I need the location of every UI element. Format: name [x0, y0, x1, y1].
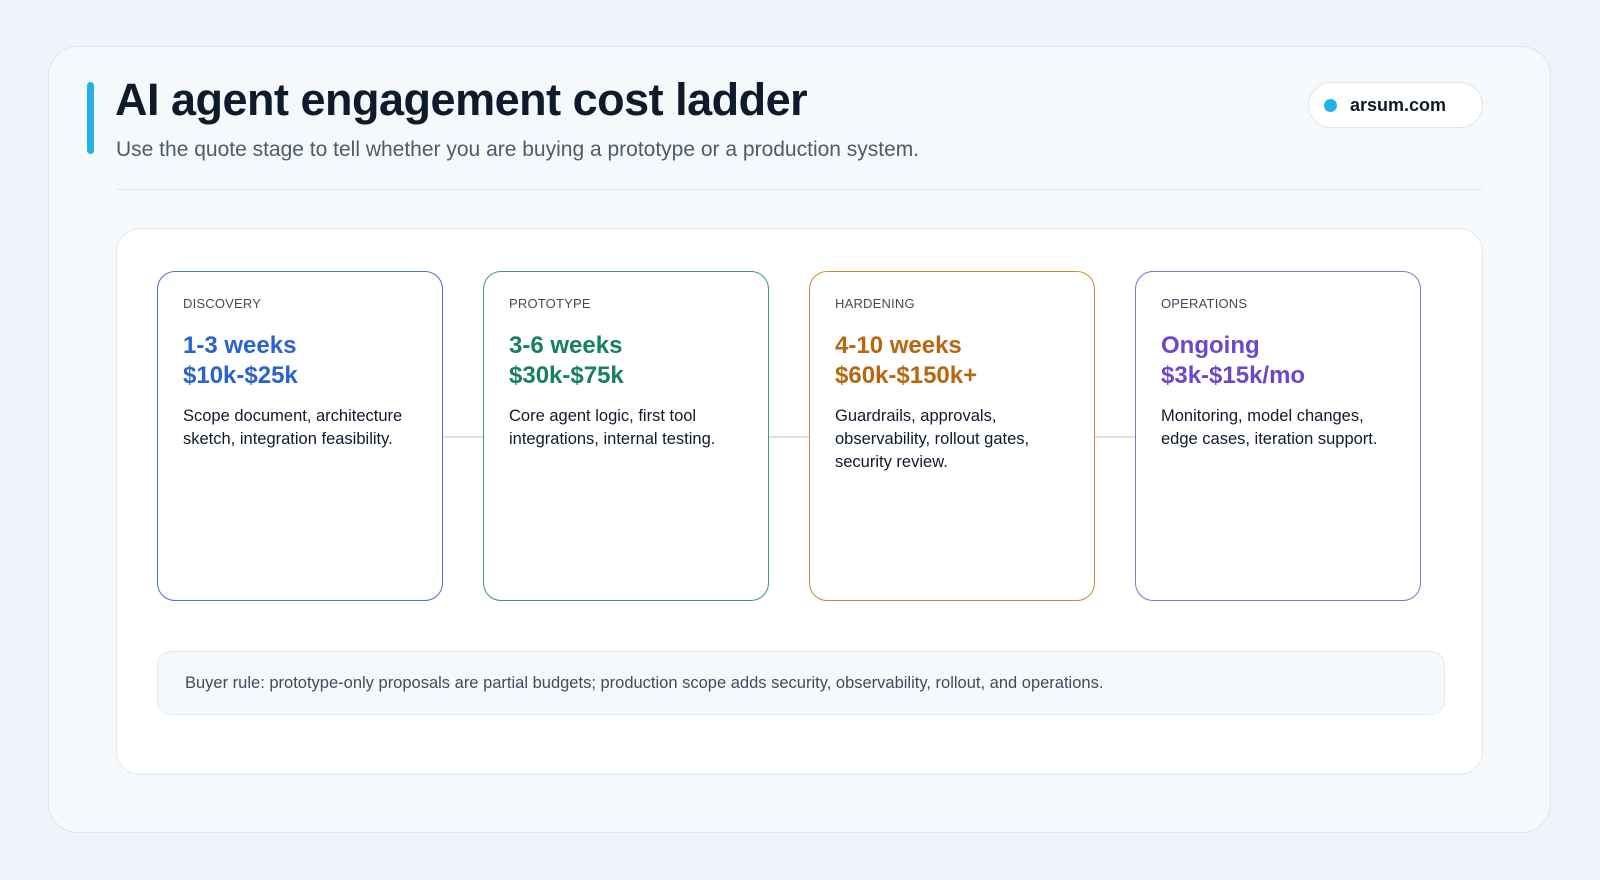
stage-duration: 1-3 weeks	[183, 332, 297, 359]
badge-text: arsum.com	[1350, 94, 1447, 115]
stage-list: DISCOVERY 1-3 weeks $10k-$25k Scope documen…	[157, 271, 1421, 601]
stage-description: Guardrails, approvals, observability, ro…	[835, 407, 1030, 471]
stage-duration: 4-10 weeks	[835, 332, 962, 359]
stage-price: $3k-$15k/mo	[1161, 362, 1306, 389]
stage-label: HARDENING	[835, 296, 915, 311]
accent-bar	[87, 82, 94, 154]
stage-label: OPERATIONS	[1161, 296, 1248, 311]
stage-duration: 3-6 weeks	[509, 332, 623, 359]
stage-duration: Ongoing	[1161, 332, 1260, 359]
divider	[116, 189, 1483, 190]
badge[interactable]: arsum.com	[1308, 82, 1483, 128]
title: AI agent engagement cost ladder	[115, 74, 808, 125]
stage-card: HARDENING 4-10 weeks $60k-$150k+ Guardrails…	[769, 271, 1095, 601]
stage-label: PROTOTYPE	[509, 296, 591, 311]
badge-dot	[1324, 98, 1337, 112]
stage-price: $10k-$25k	[183, 362, 298, 389]
subtitle: Use the quote stage to tell whether you …	[116, 138, 920, 161]
stage-description: Core agent logic, first tool integration…	[509, 407, 716, 448]
stage-price: $30k-$75k	[509, 362, 624, 389]
stage-card: DISCOVERY 1-3 weeks $10k-$25k Scope documen…	[157, 271, 443, 601]
stage-label: DISCOVERY	[183, 296, 262, 311]
note: Buyer rule: prototype-only proposals are…	[157, 651, 1445, 715]
stage-description: Monitoring, model changes, edge cases, i…	[1161, 407, 1378, 448]
ladder-panel: DISCOVERY 1-3 weeks $10k-$25k Scope documen…	[116, 228, 1483, 775]
stage-description: Scope document, architecture sketch, int…	[183, 407, 403, 448]
stage-price: $60k-$150k+	[835, 362, 978, 389]
stage-card: PROTOTYPE 3-6 weeks $30k-$75k Core agent lo…	[443, 271, 769, 601]
stage-card: OPERATIONS Ongoing $3k-$15k/mo Monitoring, …	[1095, 271, 1421, 601]
